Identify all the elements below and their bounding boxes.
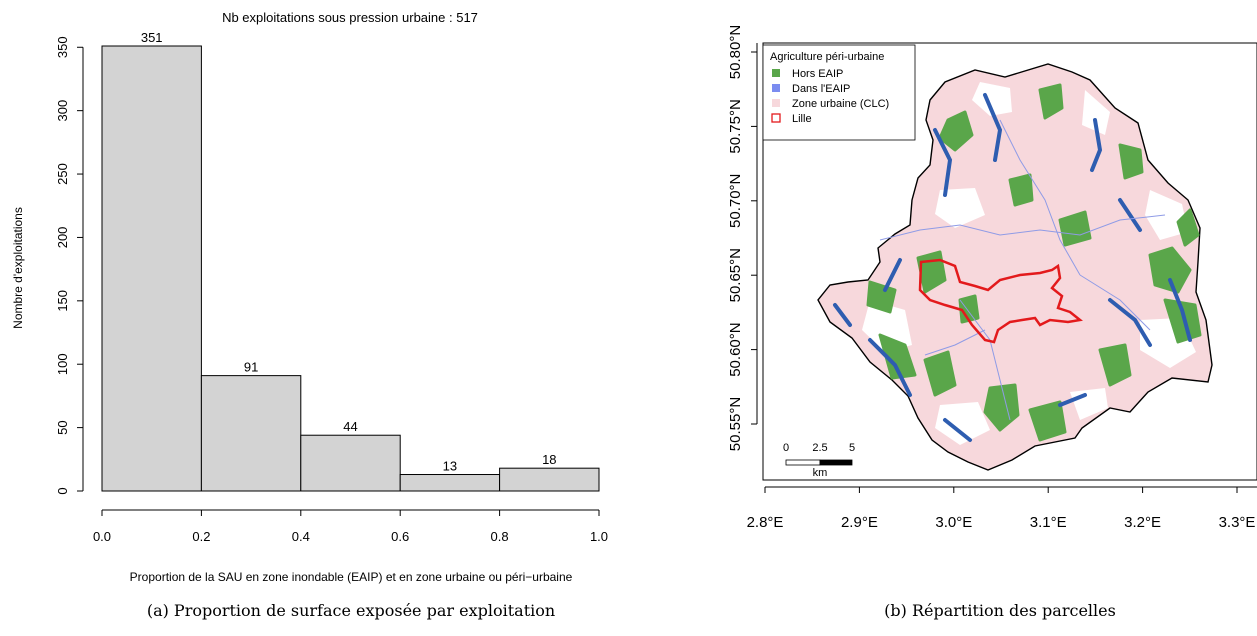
histogram-x-axis: 0.0 0.2 0.4 0.6 0.8 1.0 [93,509,608,544]
histogram-x-tick-label: 0.6 [391,529,409,544]
legend-box [762,44,916,141]
map-y-axis: 50.55°N 50.60°N 50.65°N 50.70°N 50.75°N 50.80… [727,25,758,451]
map-chart: 2.8°E 2.9°E 3.0°E 3.1°E 3.2°E 3.3°E 50.55°N50… [727,25,1257,531]
histogram-x-tick-label: 0.2 [192,529,210,544]
lille-boundary [918,258,1083,344]
histogram-x-label: Proportion de la SAU en zone inondable (… [130,570,573,584]
legend-label-lille: Lille [792,113,812,125]
map-x-tick-label: 2.9°E [841,514,878,531]
histogram-y-tick-label: 150 [55,290,70,312]
map-x-tick-label: 2.8°E [747,514,784,531]
scale-unit: km [813,467,828,479]
histogram-y-label: Nombre d'exploitations [11,207,25,329]
scale-bar: 0 2.5 5 km [783,442,855,479]
map-y-tick-label: 50.55°N [727,397,744,451]
map-legend: Agriculture péri-urbaine Hors EAIP Dans … [762,44,916,141]
histogram-bar [300,434,401,492]
map-x-tick-label: 3.0°E [935,514,972,531]
caption-b: (b) Répartition des parcelles [884,601,1116,620]
map-y-tick-label: 50.80°N [727,25,744,79]
histogram-chart: Nb exploitations sous pression urbaine :… [11,10,608,584]
legend-label-hors-eaip: Hors EAIP [792,68,843,80]
legend-swatch-zone-urbaine [772,99,780,107]
parcels-outside-eaip [866,83,1202,442]
histogram-title: Nb exploitations sous pression urbaine :… [222,10,478,25]
histogram-value-label: 44 [343,419,357,434]
map-frame [762,42,1257,481]
map-x-tick-label: 3.1°E [1030,514,1067,531]
scale-segment-white [785,459,821,466]
histogram-value-labels: 351 91 44 13 18 [141,30,557,474]
histogram-x-tick-label: 0.8 [491,529,509,544]
scale-segment-black [819,459,853,466]
non-urban-areas [862,82,1196,445]
map-y-tick-label: 50.60°N [727,322,744,376]
legend-label-zone-urbaine: Zone urbaine (CLC) [792,98,889,110]
legend-swatch-lille [771,113,781,123]
rivers [879,119,1166,421]
histogram-y-tick-label: 200 [55,227,70,249]
histogram-x-tick-label: 1.0 [590,529,608,544]
histogram-y-tick-label: 50 [55,420,70,434]
histogram-bar [499,467,600,492]
histogram-bars [101,45,600,492]
study-area [817,63,1213,471]
histogram-value-label: 351 [141,30,163,45]
scale-label-2-5: 2.5 [812,442,827,454]
histogram-value-label: 91 [244,360,258,375]
scale-label-0: 0 [783,442,789,454]
histogram-y-tick-label: 350 [55,36,70,58]
histogram-y-tick-label: 0 [55,487,70,494]
histogram-y-tick-label: 100 [55,353,70,375]
histogram-y-axis: 0 50 100 150 200 250 300 350 [55,36,84,495]
map-x-axis: 2.8°E 2.9°E 3.0°E 3.1°E 3.2°E 3.3°E [747,486,1257,531]
histogram-bar [399,474,501,492]
histogram-x-tick-label: 0.0 [93,529,111,544]
map-y-tick-label: 50.65°N [727,248,744,302]
map-y-tick-label: 50.70°N [727,174,744,228]
scale-label-5: 5 [849,442,855,454]
legend-title: Agriculture péri-urbaine [770,51,884,63]
histogram-value-label: 13 [443,459,457,474]
histogram-value-label: 18 [542,452,556,467]
map-x-tick-label: 3.2°E [1124,514,1161,531]
map-x-tick-label: 3.3°E [1219,514,1256,531]
histogram-bar [101,45,202,492]
legend-swatch-dans-eaip [772,84,780,92]
histogram-x-tick-label: 0.4 [292,529,310,544]
parcels-inside-eaip [833,93,1192,442]
caption-a: (a) Proportion de surface exposée par ex… [146,601,556,620]
histogram-y-tick-label: 300 [55,100,70,122]
histogram-y-tick-label: 250 [55,163,70,185]
legend-label-dans-eaip: Dans l'EAIP [792,83,850,95]
histogram-bar [200,375,302,492]
map-y-tick-label: 50.75°N [727,99,744,153]
legend-swatch-hors-eaip [772,69,780,77]
